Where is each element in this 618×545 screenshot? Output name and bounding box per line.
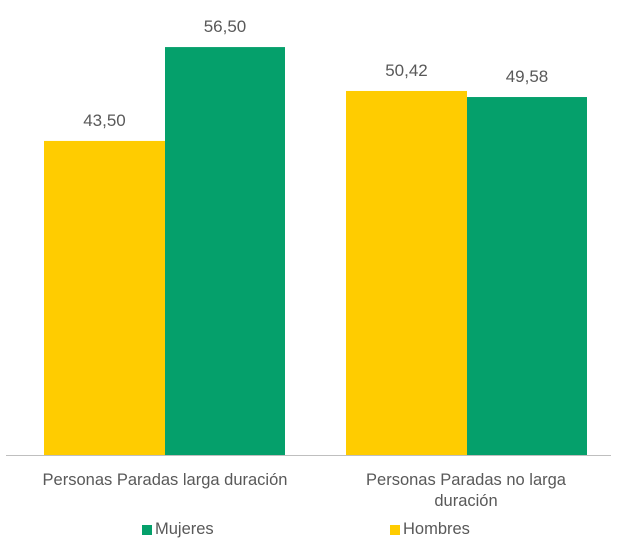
legend: Mujeres Hombres [0, 520, 618, 540]
data-label-hombres-0: 43,50 [83, 111, 126, 130]
category-label-larga-duracion: Personas Paradas larga duración [42, 471, 288, 489]
legend-label-mujeres: Mujeres [155, 520, 214, 538]
data-label-mujeres-0: 56,50 [204, 17, 247, 36]
category-label-no-larga-duracion: Personas Paradas no larga duración [366, 471, 566, 510]
legend-item-hombres: Hombres [390, 520, 470, 539]
bar-mujeres-1 [467, 97, 587, 455]
legend-swatch-mujeres [142, 524, 152, 535]
bar-hombres-1 [346, 90, 467, 456]
data-label-hombres-1: 50,42 [385, 61, 428, 80]
bar-hombres-0 [44, 140, 165, 455]
legend-item-mujeres: Mujeres [142, 520, 214, 539]
legend-label-hombres: Hombres [403, 520, 470, 538]
legend-swatch-hombres [390, 524, 400, 535]
data-label-mujeres-1: 49,58 [506, 67, 549, 86]
bar-mujeres-0 [165, 47, 285, 455]
